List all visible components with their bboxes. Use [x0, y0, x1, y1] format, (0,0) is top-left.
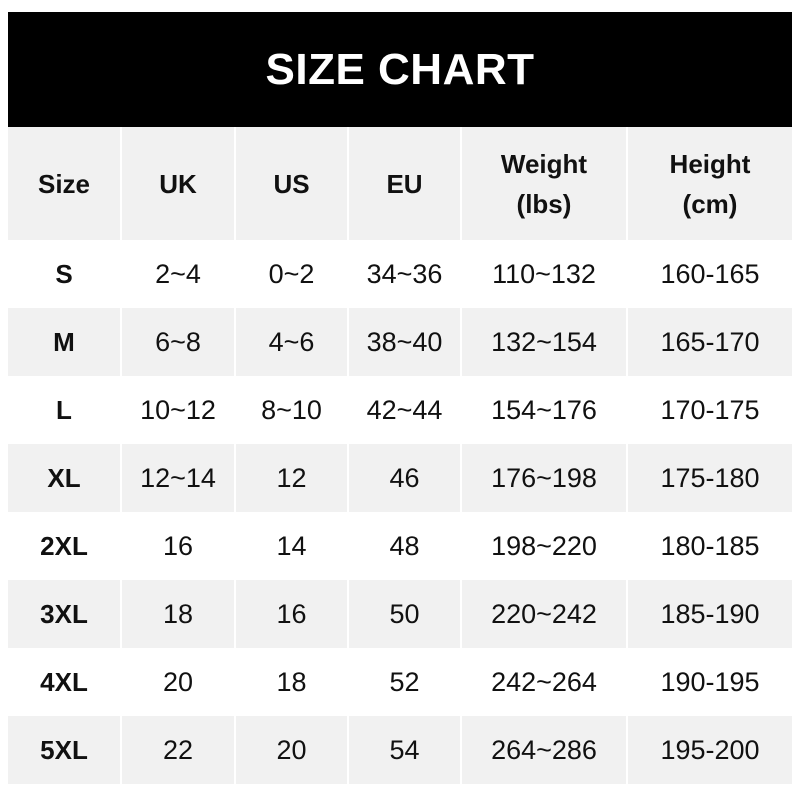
cell-eu: 54 [347, 716, 461, 784]
cell-uk: 16 [120, 512, 235, 580]
cell-weight: 176~198 [460, 444, 627, 512]
table-row: 3XL 18 16 50 220~242 185-190 [8, 580, 792, 648]
table-row: 5XL 22 20 54 264~286 195-200 [8, 716, 792, 784]
cell-us: 4~6 [234, 308, 348, 376]
cell-size: S [55, 258, 73, 289]
cell-us: 16 [234, 580, 348, 648]
cell-weight: 132~154 [460, 308, 627, 376]
cell-size: 5XL [8, 716, 121, 784]
cell-uk: 6~8 [120, 308, 235, 376]
column-header-size: Size [8, 127, 121, 240]
cell-height: 175-180 [626, 444, 792, 512]
cell-height: 180-185 [626, 512, 792, 580]
cell-eu: 50 [347, 580, 461, 648]
cell-us: 8~10 [234, 376, 348, 444]
cell-eu: 38~40 [347, 308, 461, 376]
table-row: L 10~12 8~10 42~44 154~176 170-175 [8, 376, 792, 444]
cell-height: 170-175 [626, 376, 792, 444]
cell-uk: 10~12 [120, 376, 235, 444]
cell-size: L [56, 394, 72, 425]
cell-size: M [8, 308, 121, 376]
column-header-us: US [234, 127, 348, 240]
cell-uk: 22 [120, 716, 235, 784]
column-header-weight: Weight (lbs) [460, 127, 627, 240]
cell-us: 18 [234, 648, 348, 716]
table-row: XL 12~14 12 46 176~198 175-180 [8, 444, 792, 512]
cell-height: 165-170 [626, 308, 792, 376]
cell-eu: 42~44 [347, 376, 461, 444]
cell-eu: 52 [347, 648, 461, 716]
cell-size: 2XL [40, 530, 88, 561]
cell-eu: 46 [347, 444, 461, 512]
cell-us: 14 [234, 512, 348, 580]
cell-height: 190-195 [626, 648, 792, 716]
cell-weight: 154~176 [460, 376, 627, 444]
header-row: Size UK US EU Weight (lbs) Height (cm) [8, 127, 792, 240]
cell-weight: 264~286 [460, 716, 627, 784]
table-row: 4XL 20 18 52 242~264 190-195 [8, 648, 792, 716]
cell-eu: 48 [347, 512, 461, 580]
cell-uk: 18 [120, 580, 235, 648]
cell-height: 160-165 [626, 240, 792, 308]
cell-us: 20 [234, 716, 348, 784]
cell-uk: 2~4 [120, 240, 235, 308]
table-row: 2XL 16 14 48 198~220 180-185 [8, 512, 792, 580]
cell-us: 0~2 [234, 240, 348, 308]
table-row: S 2~4 0~2 34~36 110~132 160-165 [8, 240, 792, 308]
cell-size: 4XL [40, 666, 88, 697]
column-header-uk: UK [120, 127, 235, 240]
cell-uk: 12~14 [120, 444, 235, 512]
cell-weight: 242~264 [460, 648, 627, 716]
cell-us: 12 [234, 444, 348, 512]
column-header-eu: EU [347, 127, 461, 240]
cell-size: XL [8, 444, 121, 512]
cell-weight: 110~132 [460, 240, 627, 308]
cell-height: 195-200 [626, 716, 792, 784]
cell-eu: 34~36 [347, 240, 461, 308]
cell-weight: 198~220 [460, 512, 627, 580]
cell-weight: 220~242 [460, 580, 627, 648]
table-row: M 6~8 4~6 38~40 132~154 165-170 [8, 308, 792, 376]
cell-height: 185-190 [626, 580, 792, 648]
column-header-height: Height (cm) [626, 127, 792, 240]
size-chart-title: SIZE CHART [8, 12, 792, 127]
size-chart-table: Size UK US EU Weight (lbs) Height (cm) S 2~4 0~… [8, 127, 792, 784]
cell-uk: 20 [120, 648, 235, 716]
cell-size: 3XL [8, 580, 121, 648]
